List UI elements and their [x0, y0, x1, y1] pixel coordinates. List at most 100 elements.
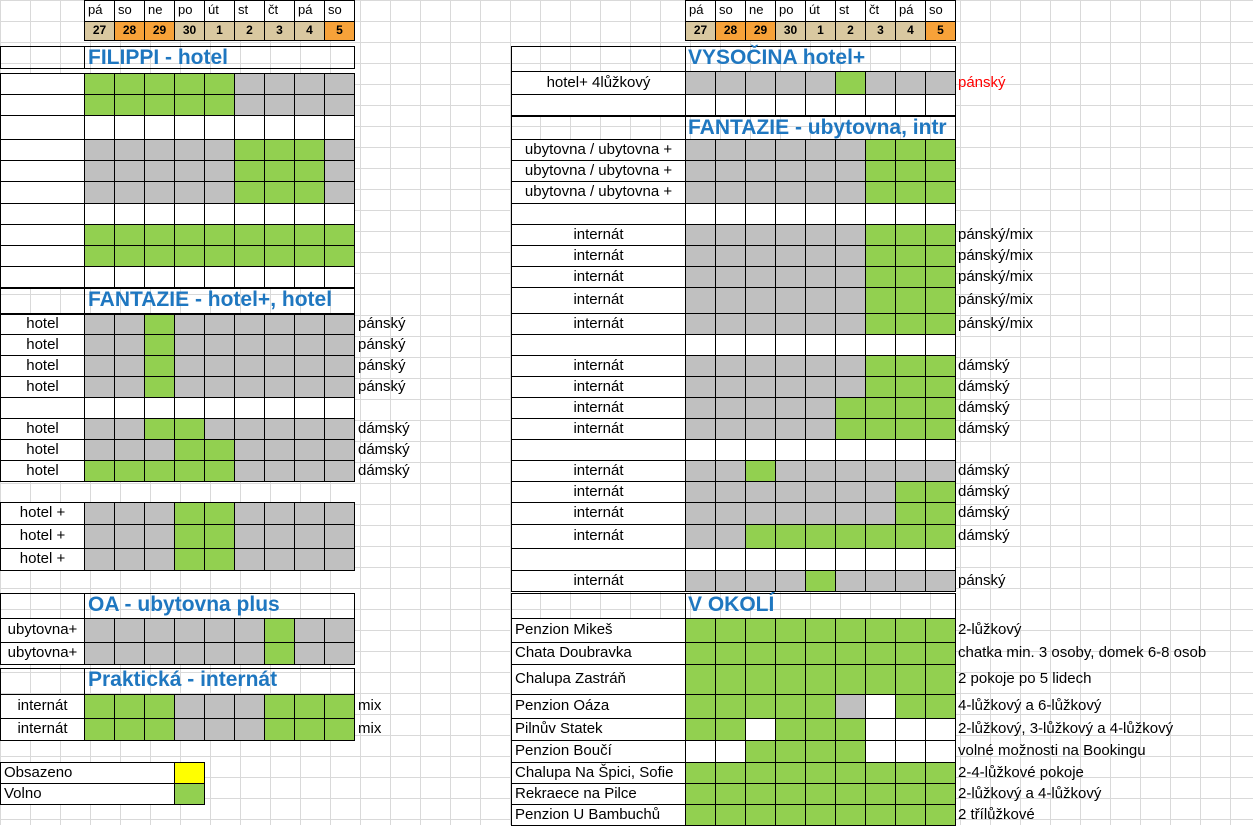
availability-cell[interactable] [144, 355, 175, 377]
availability-cell[interactable] [775, 203, 806, 225]
availability-cell[interactable] [84, 139, 115, 161]
availability-cell[interactable] [324, 115, 355, 140]
availability-cell[interactable] [925, 397, 956, 419]
availability-cell[interactable] [204, 139, 235, 161]
availability-cell[interactable] [144, 642, 175, 665]
availability-cell[interactable] [895, 439, 926, 461]
availability-cell[interactable] [775, 287, 806, 314]
availability-cell[interactable] [745, 762, 776, 784]
availability-cell[interactable] [745, 548, 776, 571]
availability-cell[interactable] [84, 376, 115, 398]
availability-cell[interactable] [805, 548, 836, 571]
availability-cell[interactable] [84, 334, 115, 356]
availability-cell[interactable] [234, 618, 265, 643]
availability-cell[interactable] [805, 334, 836, 356]
availability-cell[interactable] [114, 181, 145, 204]
availability-cell[interactable] [324, 73, 355, 95]
availability-cell[interactable] [895, 160, 926, 182]
availability-cell[interactable] [685, 618, 716, 643]
availability-cell[interactable] [835, 94, 866, 116]
availability-cell[interactable] [204, 115, 235, 140]
availability-cell[interactable] [174, 115, 205, 140]
availability-cell[interactable] [775, 376, 806, 398]
availability-cell[interactable] [835, 439, 866, 461]
availability-cell[interactable] [715, 245, 746, 267]
availability-cell[interactable] [144, 224, 175, 246]
availability-cell[interactable] [294, 397, 325, 419]
availability-cell[interactable] [895, 762, 926, 784]
availability-cell[interactable] [835, 783, 866, 805]
availability-cell[interactable] [84, 694, 115, 719]
availability-cell[interactable] [204, 418, 235, 440]
availability-cell[interactable] [775, 548, 806, 571]
availability-cell[interactable] [835, 203, 866, 225]
availability-cell[interactable] [925, 804, 956, 826]
availability-cell[interactable] [745, 804, 776, 826]
availability-cell[interactable] [685, 71, 716, 95]
availability-cell[interactable] [685, 570, 716, 592]
availability-cell[interactable] [264, 313, 295, 335]
availability-cell[interactable] [775, 397, 806, 419]
availability-cell[interactable] [805, 313, 836, 335]
availability-cell[interactable] [264, 139, 295, 161]
availability-cell[interactable] [174, 160, 205, 182]
availability-cell[interactable] [144, 524, 175, 549]
availability-cell[interactable] [925, 439, 956, 461]
availability-cell[interactable] [865, 762, 896, 784]
availability-cell[interactable] [925, 376, 956, 398]
availability-cell[interactable] [144, 460, 175, 482]
availability-cell[interactable] [685, 502, 716, 525]
availability-cell[interactable] [745, 524, 776, 549]
availability-cell[interactable] [715, 762, 746, 784]
availability-cell[interactable] [895, 313, 926, 335]
availability-cell[interactable] [264, 718, 295, 741]
availability-cell[interactable] [84, 245, 115, 267]
availability-cell[interactable] [174, 524, 205, 549]
availability-cell[interactable] [84, 313, 115, 335]
availability-cell[interactable] [324, 418, 355, 440]
availability-cell[interactable] [84, 524, 115, 549]
availability-cell[interactable] [114, 524, 145, 549]
availability-cell[interactable] [264, 418, 295, 440]
availability-cell[interactable] [775, 570, 806, 592]
availability-cell[interactable] [144, 502, 175, 525]
availability-cell[interactable] [174, 73, 205, 95]
availability-cell[interactable] [84, 94, 115, 116]
availability-cell[interactable] [835, 524, 866, 549]
availability-cell[interactable] [294, 618, 325, 643]
availability-cell[interactable] [805, 287, 836, 314]
availability-cell[interactable] [805, 224, 836, 246]
availability-cell[interactable] [805, 94, 836, 116]
availability-cell[interactable] [925, 664, 956, 695]
availability-cell[interactable] [805, 397, 836, 419]
availability-cell[interactable] [294, 160, 325, 182]
availability-cell[interactable] [685, 481, 716, 503]
availability-cell[interactable] [775, 642, 806, 665]
availability-cell[interactable] [114, 334, 145, 356]
availability-cell[interactable] [715, 355, 746, 377]
availability-cell[interactable] [144, 618, 175, 643]
availability-cell[interactable] [294, 245, 325, 267]
availability-cell[interactable] [925, 783, 956, 805]
availability-cell[interactable] [294, 548, 325, 571]
availability-cell[interactable] [324, 460, 355, 482]
availability-cell[interactable] [264, 160, 295, 182]
availability-cell[interactable] [264, 115, 295, 140]
availability-cell[interactable] [745, 718, 776, 741]
availability-cell[interactable] [865, 481, 896, 503]
availability-cell[interactable] [835, 224, 866, 246]
availability-cell[interactable] [144, 376, 175, 398]
availability-cell[interactable] [84, 618, 115, 643]
availability-cell[interactable] [234, 139, 265, 161]
availability-cell[interactable] [204, 502, 235, 525]
availability-cell[interactable] [204, 524, 235, 549]
availability-cell[interactable] [895, 740, 926, 763]
availability-cell[interactable] [925, 245, 956, 267]
availability-cell[interactable] [294, 524, 325, 549]
availability-cell[interactable] [775, 71, 806, 95]
availability-cell[interactable] [715, 664, 746, 695]
availability-cell[interactable] [835, 664, 866, 695]
availability-cell[interactable] [174, 548, 205, 571]
availability-cell[interactable] [715, 418, 746, 440]
availability-cell[interactable] [835, 642, 866, 665]
